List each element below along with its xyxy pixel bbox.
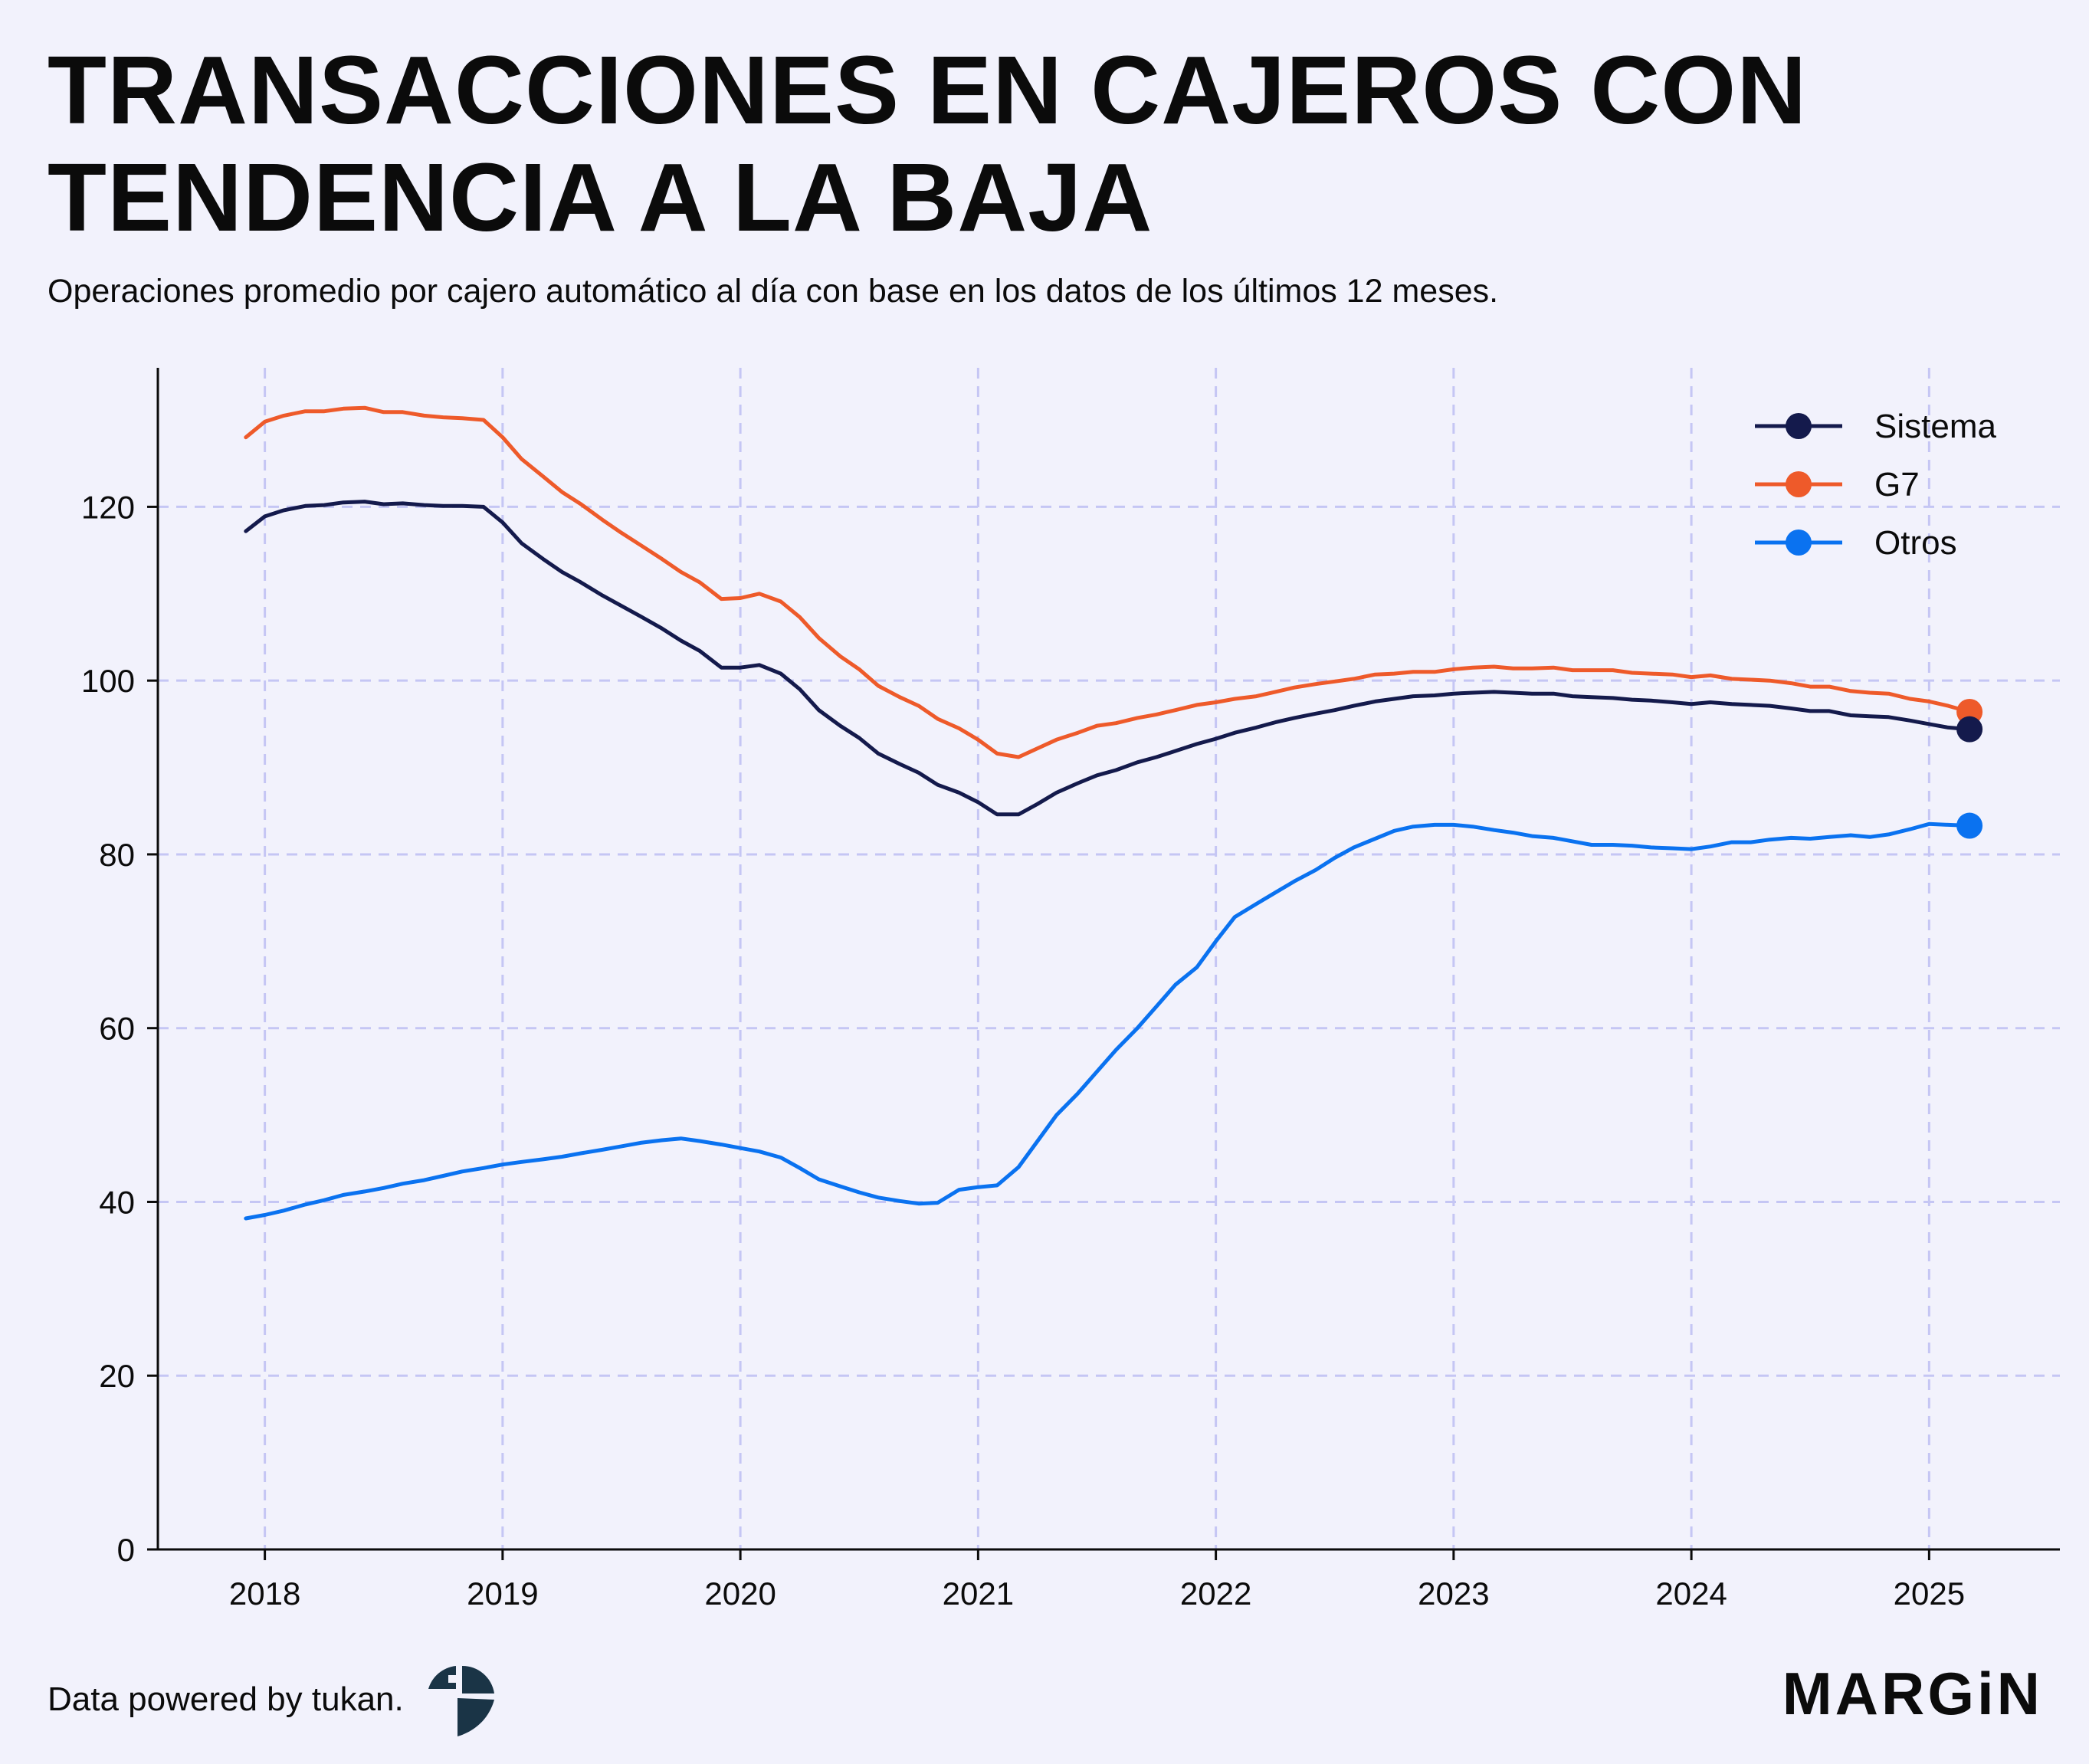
source-text: Data powered by tukan.	[48, 1680, 404, 1718]
x-tick-label: 2024	[1655, 1575, 1727, 1612]
end-marker-sistema	[1956, 716, 1983, 743]
y-tick-label: 20	[99, 1358, 135, 1394]
series-layer	[244, 405, 1983, 1221]
axes: 0 20 40 60 80 100 120 2018 2019 2020 2021 2022 2023 2…	[81, 368, 2060, 1612]
x-tick-label: 2020	[704, 1575, 776, 1612]
series-line-sistema	[244, 500, 1972, 817]
y-tick-label: 60	[99, 1011, 135, 1047]
x-tick-label: 2021	[943, 1575, 1014, 1612]
y-tick-label: 40	[99, 1184, 135, 1220]
x-tick-label: 2022	[1180, 1575, 1251, 1612]
series-line-otros	[244, 821, 1972, 1221]
chart-subtitle: Operaciones promedio por cajero automáti…	[48, 273, 1499, 310]
legend-marker-g7	[1786, 471, 1812, 497]
y-tick-label: 120	[81, 489, 135, 525]
legend-label-otros: Otros	[1874, 524, 1957, 562]
legend-marker-sistema	[1786, 413, 1812, 439]
legend-marker-otros	[1786, 530, 1812, 556]
end-marker-otros	[1956, 812, 1983, 839]
x-tick-label: 2019	[467, 1575, 538, 1612]
series-line-g7	[244, 405, 1972, 759]
title-line-1: TRANSACCIONES EN CAJEROS CON	[48, 36, 1808, 144]
legend-label-g7: G7	[1874, 466, 1920, 503]
chart-title: TRANSACCIONES EN CAJEROS CON TENDENCIA A…	[48, 37, 1963, 251]
x-tick-label: 2018	[229, 1575, 300, 1612]
legend: Sistema G7 Otros	[1755, 408, 1996, 562]
grid-lines	[158, 368, 2060, 1549]
tukan-logo-icon	[428, 1665, 494, 1736]
y-tick-label: 80	[99, 837, 135, 873]
margin-logo: MARGiN	[1782, 1660, 2043, 1727]
x-tick-label: 2025	[1894, 1575, 1965, 1612]
legend-label-sistema: Sistema	[1874, 408, 1996, 445]
footer-source: Data powered by tukan.	[48, 1663, 496, 1736]
y-tick-label: 0	[117, 1532, 135, 1568]
title-line-2: TENDENCIA A LA BAJA	[48, 143, 1153, 251]
y-tick-label: 100	[81, 663, 135, 699]
x-tick-label: 2023	[1418, 1575, 1489, 1612]
